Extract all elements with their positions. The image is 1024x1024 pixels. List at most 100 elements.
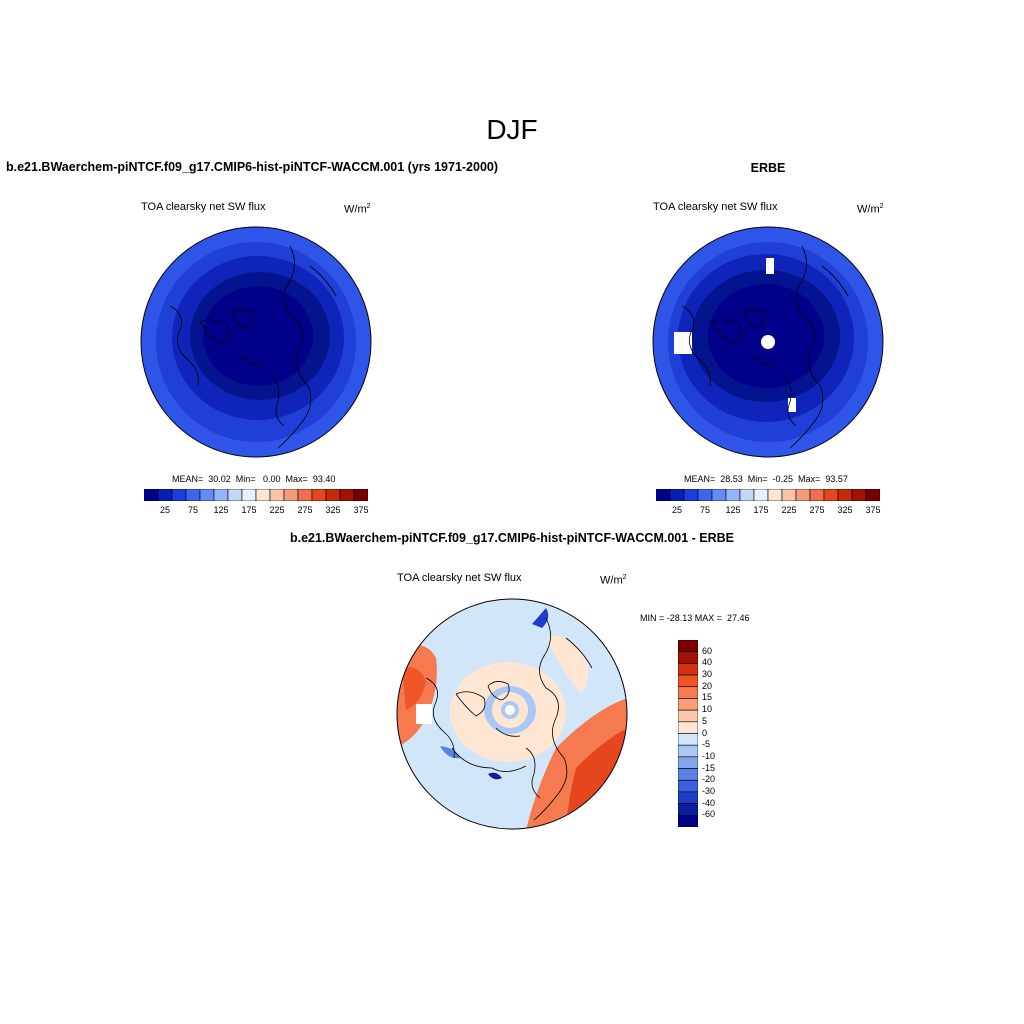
obs-units-label: W/m2 — [857, 203, 884, 216]
colorbar-box — [241, 489, 257, 501]
model-stats-label: MEAN= 30.02 Min= 0.00 Max= 93.40 — [172, 474, 336, 484]
colorbar-box — [678, 709, 698, 723]
colorbar-box — [678, 803, 698, 816]
model-colorbar-labels: 25 75 125 175 225 275 325 375 — [144, 505, 369, 517]
colorbar-box — [697, 489, 713, 501]
colorbar-tick-label: 0 — [702, 727, 708, 738]
diff-stats-label: MIN = -28.13 MAX = 27.46 — [640, 613, 750, 623]
colorbar-box — [678, 815, 698, 827]
colorbar-tick-label: 30 — [702, 669, 713, 680]
diff-panel-title: b.e21.BWaerchem-piNTCF.f09_g17.CMIP6-his… — [289, 531, 735, 545]
colorbar-box — [823, 489, 839, 501]
diff-polar-map — [396, 598, 628, 830]
colorbar-box — [678, 779, 698, 793]
obs-stats-label: MEAN= 28.53 Min= -0.25 Max= 93.57 — [684, 474, 848, 484]
colorbar-box — [185, 489, 201, 501]
colorbar-box — [213, 489, 229, 501]
colorbar-tick-label: 375 — [353, 505, 369, 515]
colorbar-tick-label: -15 — [702, 762, 716, 773]
colorbar-box — [157, 489, 173, 501]
colorbar-tick-label: 225 — [269, 505, 285, 515]
colorbar-tick-label: -5 — [702, 739, 711, 750]
colorbar-tick-label: 275 — [297, 505, 313, 515]
colorbar-tick-label: 60 — [702, 645, 713, 656]
diff-units-label: W/m2 — [600, 574, 627, 587]
colorbar-tick-label: 125 — [725, 505, 741, 515]
colorbar-tick-label: 10 — [702, 704, 713, 715]
colorbar-box — [269, 489, 285, 501]
model-panel-title: b.e21.BWaerchem-piNTCF.f09_g17.CMIP6-his… — [6, 160, 499, 174]
colorbar-box — [297, 489, 313, 501]
colorbar-box — [283, 489, 299, 501]
colorbar-box — [199, 489, 215, 501]
colorbar-box — [678, 733, 698, 746]
colorbar-box — [678, 651, 698, 664]
diff-colorbar — [678, 640, 698, 827]
colorbar-tick-label: 75 — [699, 505, 710, 515]
colorbar-box — [781, 489, 797, 501]
colorbar-tick-label: -60 — [702, 809, 716, 820]
colorbar-tick-label: 15 — [702, 692, 713, 703]
colorbar-tick-label: 25 — [159, 505, 170, 515]
colorbar-box — [711, 489, 727, 501]
colorbar-box — [725, 489, 741, 501]
obs-colorbar — [656, 489, 880, 501]
colorbar-tick-label: 325 — [837, 505, 853, 515]
colorbar-box — [795, 489, 811, 501]
colorbar-box — [739, 489, 755, 501]
colorbar-box — [325, 489, 341, 501]
colorbar-tick-label: -40 — [702, 797, 716, 808]
colorbar-tick-label: -20 — [702, 774, 716, 785]
obs-variable-label: TOA clearsky net SW flux — [653, 201, 778, 213]
colorbar-tick-label: 5 — [702, 715, 708, 726]
colorbar-box — [678, 791, 698, 804]
model-units-label: W/m2 — [344, 203, 371, 216]
colorbar-box — [678, 768, 698, 781]
colorbar-box — [656, 489, 671, 501]
page-title: DJF — [486, 114, 538, 145]
colorbar-box — [767, 489, 783, 501]
colorbar-box — [678, 663, 698, 676]
colorbar-tick-label: -30 — [702, 785, 716, 796]
colorbar-box — [851, 489, 867, 501]
colorbar-box — [753, 489, 769, 501]
colorbar-box — [865, 489, 880, 501]
diff-variable-label: TOA clearsky net SW flux — [397, 572, 522, 584]
colorbar-box — [227, 489, 243, 501]
colorbar-box — [678, 744, 698, 758]
colorbar-box — [678, 756, 698, 769]
colorbar-tick-label: 40 — [702, 657, 713, 668]
colorbar-tick-label: 125 — [213, 505, 229, 515]
colorbar-box — [311, 489, 327, 501]
model-colorbar — [144, 489, 368, 501]
colorbar-box — [678, 686, 698, 699]
colorbar-tick-label: 20 — [702, 680, 713, 691]
colorbar-box — [809, 489, 825, 501]
colorbar-tick-label: 325 — [325, 505, 341, 515]
model-variable-label: TOA clearsky net SW flux — [141, 201, 266, 213]
colorbar-box — [678, 698, 698, 711]
colorbar-box — [339, 489, 355, 501]
model-polar-map — [140, 226, 372, 458]
diff-colorbar-labels: 60 40 30 20 15 10 5 0 -5 -10 -15 -20 -30 -40 -60 — [702, 640, 732, 827]
colorbar-box — [837, 489, 853, 501]
obs-panel-title: ERBE — [750, 161, 786, 175]
colorbar-box — [683, 489, 699, 501]
colorbar-box — [171, 489, 187, 501]
obs-colorbar-labels: 25 75 125 175 225 275 325 375 — [656, 505, 881, 517]
colorbar-box — [255, 489, 271, 501]
colorbar-box — [678, 721, 698, 734]
colorbar-box — [144, 489, 159, 501]
colorbar-tick-label: -10 — [702, 750, 716, 761]
colorbar-box — [353, 489, 368, 501]
colorbar-box — [678, 674, 698, 688]
colorbar-box — [678, 640, 698, 652]
colorbar-tick-label: 375 — [865, 505, 881, 515]
colorbar-tick-label: 275 — [809, 505, 825, 515]
colorbar-tick-label: 25 — [671, 505, 682, 515]
obs-polar-map — [652, 226, 884, 458]
colorbar-tick-label: 225 — [781, 505, 797, 515]
colorbar-box — [669, 489, 685, 501]
colorbar-tick-label: 75 — [187, 505, 198, 515]
colorbar-tick-label: 175 — [241, 505, 257, 515]
